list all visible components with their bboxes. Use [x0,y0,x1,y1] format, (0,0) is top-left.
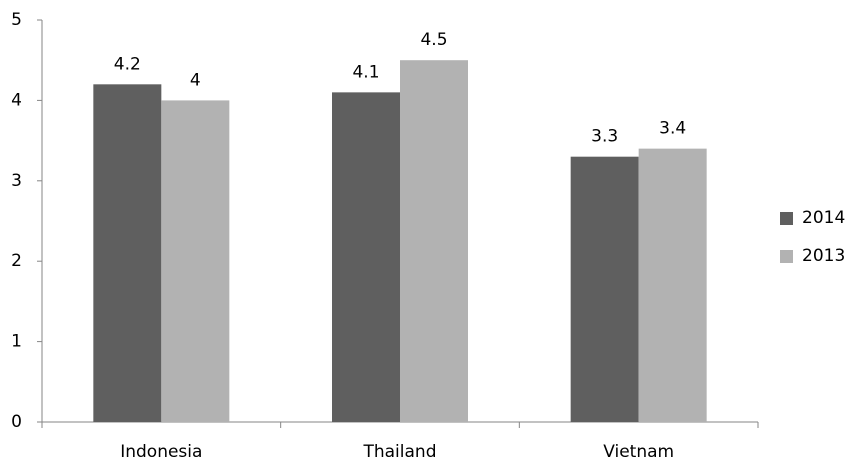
data-label: 3.4 [659,119,686,139]
data-label: 4 [190,70,201,90]
bar [93,84,162,422]
x-tick-label: Vietnam [603,442,674,462]
legend-swatch [780,250,793,263]
data-label: 4.1 [352,62,379,82]
legend-swatch [780,212,793,225]
bar [570,156,639,422]
y-tick-label: 2 [11,251,22,271]
y-tick-label: 5 [11,10,22,30]
data-label: 4.5 [420,30,447,50]
bar [638,148,707,422]
y-tick-label: 3 [11,171,22,191]
y-tick-label: 0 [11,412,22,432]
y-tick-label: 1 [11,332,22,352]
legend-label: 2013 [802,246,845,266]
bar [161,100,230,423]
legend-label: 2014 [802,208,845,228]
bar [400,60,468,422]
data-label: 3.3 [591,127,618,147]
bar [332,92,400,423]
data-label: 4.2 [114,54,141,74]
y-tick-label: 4 [11,90,22,110]
x-tick-label: Indonesia [120,442,202,462]
x-tick-label: Thailand [362,442,436,462]
